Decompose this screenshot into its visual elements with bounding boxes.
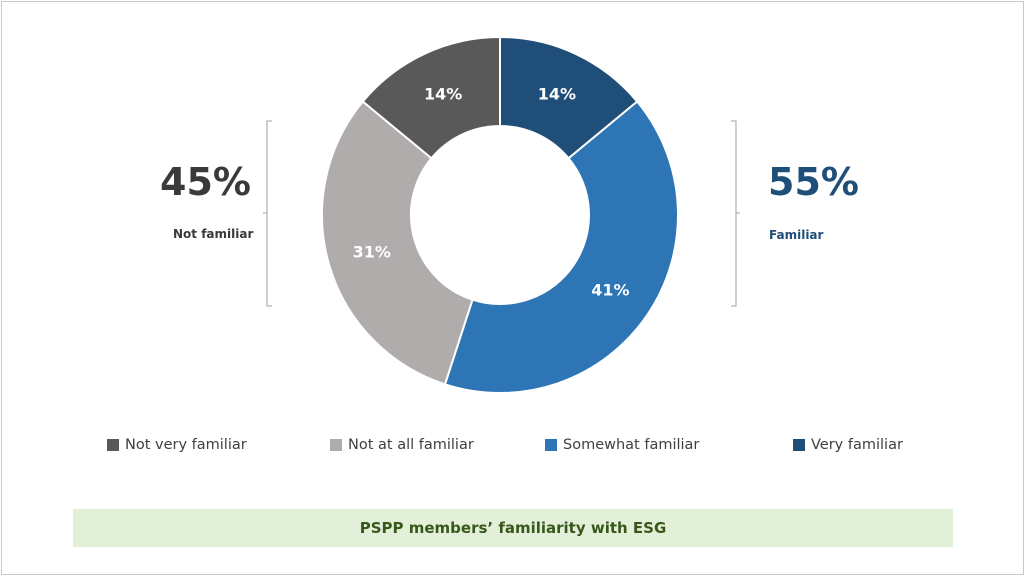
legend-item-very-familiar: Very familiar	[793, 437, 903, 453]
legend-item-somewhat-familiar: Somewhat familiar	[545, 437, 699, 453]
legend-swatch	[330, 439, 342, 451]
familiar-label: Familiar	[769, 228, 824, 242]
donut-slice-not-at-all-familiar	[321, 100, 474, 386]
legend-label: Not at all familiar	[348, 437, 474, 453]
not-familiar-percent: 45%	[160, 160, 251, 204]
donut-slice-label: 14%	[424, 85, 462, 104]
legend-label: Not very familiar	[125, 437, 247, 453]
donut-slice-label: 14%	[538, 85, 576, 104]
chart-legend: Not very familiar Not at all familiar So…	[0, 437, 1027, 457]
legend-swatch	[107, 439, 119, 451]
legend-item-not-at-all-familiar: Not at all familiar	[330, 437, 474, 453]
legend-item-not-very-familiar: Not very familiar	[107, 437, 247, 453]
donut-slice-label: 41%	[591, 281, 629, 300]
not-familiar-bracket	[263, 120, 272, 307]
familiar-bracket	[731, 120, 740, 307]
legend-swatch	[545, 439, 557, 451]
familiar-percent: 55%	[768, 160, 859, 204]
donut-slice-very-familiar	[499, 35, 639, 160]
legend-label: Very familiar	[811, 437, 903, 453]
donut-slice-somewhat-familiar	[443, 100, 679, 394]
legend-label: Somewhat familiar	[563, 437, 700, 453]
chart-title: PSPP members’ familiarity with ESG	[73, 509, 953, 547]
legend-swatch	[793, 439, 805, 451]
donut-slice-label: 31%	[353, 243, 391, 262]
donut-slice-not-very-familiar	[361, 35, 501, 160]
not-familiar-label: Not familiar	[173, 227, 254, 241]
